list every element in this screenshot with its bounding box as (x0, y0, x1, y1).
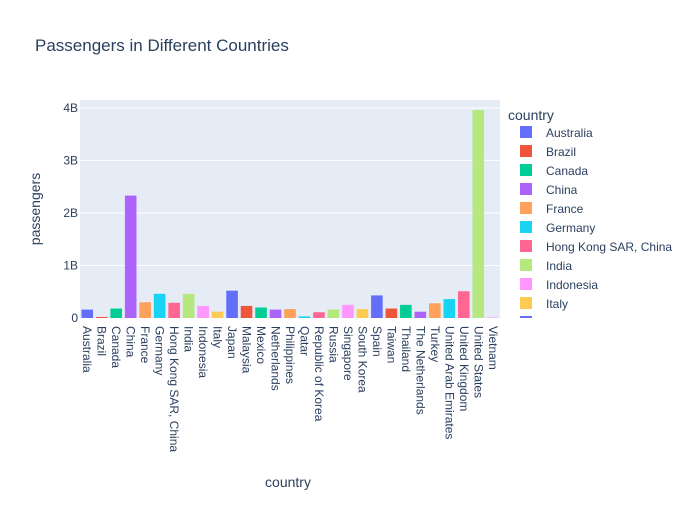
legend-swatch[interactable] (520, 164, 532, 176)
x-tick-label: Indonesia (196, 326, 210, 378)
bar[interactable] (385, 308, 398, 318)
legend-item-label[interactable]: Hong Kong SAR, China (546, 240, 672, 254)
bar[interactable] (139, 302, 151, 318)
x-tick-label: Turkey (428, 326, 442, 362)
x-tick-label: Japan (225, 326, 239, 359)
x-tick-label: Canada (109, 326, 123, 368)
legend-item-label[interactable]: Brazil (546, 145, 576, 159)
plot-area (80, 100, 500, 318)
x-tick-label: China (124, 326, 138, 358)
x-tick-label: United Kingdom (457, 326, 471, 411)
legend-item-label[interactable]: China (546, 183, 578, 197)
bar[interactable] (168, 302, 180, 318)
bars (81, 109, 499, 319)
bar[interactable] (313, 312, 325, 318)
bar[interactable] (298, 316, 311, 318)
x-tick-label: United States (471, 326, 485, 398)
bar[interactable] (472, 109, 485, 319)
x-tick-label: South Korea (355, 326, 369, 393)
x-tick-label: Malaysia (240, 326, 254, 374)
legend-swatch[interactable] (520, 221, 532, 233)
y-tick-label: 4B (63, 101, 78, 115)
gridlines (80, 107, 500, 266)
y-axis-ticks: 0 1B 2B 3B 4B (63, 101, 78, 325)
x-tick-label: Netherlands (269, 326, 283, 391)
bar[interactable] (269, 309, 282, 318)
x-tick-label: Singapore (341, 326, 355, 381)
bar[interactable] (356, 309, 369, 318)
legend-swatch[interactable] (520, 278, 532, 290)
x-tick-label: The Netherlands (413, 326, 427, 415)
legend-swatch[interactable] (520, 202, 532, 214)
bar[interactable] (458, 291, 470, 318)
x-tick-label: United Arab Emirates (442, 326, 456, 439)
legend-item-label[interactable]: Indonesia (546, 278, 598, 292)
legend-swatch[interactable] (520, 316, 532, 318)
y-tick-label: 0 (71, 311, 78, 325)
bar[interactable] (124, 195, 137, 318)
x-tick-label: Vietnam (486, 326, 500, 370)
legend-item-label[interactable]: Australia (546, 126, 593, 140)
x-tick-label: Brazil (95, 326, 109, 356)
bar[interactable] (226, 290, 238, 318)
bar[interactable] (255, 307, 267, 318)
x-tick-label: Thailand (399, 326, 413, 372)
legend-swatch[interactable] (520, 240, 532, 252)
bar[interactable] (342, 304, 354, 318)
x-tick-label: Republic of Korea (312, 326, 326, 422)
bar[interactable] (153, 293, 166, 318)
x-tick-label: Italy (211, 326, 225, 348)
chart-title: Passengers in Different Countries (35, 36, 289, 55)
x-tick-label: India (182, 326, 196, 352)
bar[interactable] (182, 293, 195, 318)
legend-item-label[interactable]: Italy (546, 297, 568, 311)
bar[interactable] (110, 308, 122, 318)
bar[interactable] (429, 303, 441, 318)
legend-swatch[interactable] (520, 259, 532, 271)
bar[interactable] (371, 295, 383, 318)
legend-swatch[interactable] (520, 183, 532, 195)
x-tick-label: Hong Kong SAR, China (167, 326, 181, 452)
legend-swatch[interactable] (520, 297, 532, 309)
bar[interactable] (197, 305, 209, 318)
bar[interactable] (284, 309, 296, 318)
bar[interactable] (95, 316, 108, 318)
bar[interactable] (240, 305, 253, 318)
x-tick-label: Russia (326, 326, 340, 363)
bar[interactable] (414, 311, 427, 318)
x-axis-title: country (265, 474, 311, 490)
x-tick-label: Germany (153, 326, 167, 375)
bar[interactable] (486, 317, 499, 318)
legend-item-label[interactable]: France (546, 202, 584, 216)
bar[interactable] (211, 311, 224, 318)
y-tick-label: 2B (63, 206, 78, 220)
x-tick-label: France (138, 326, 152, 364)
legend-item-label[interactable]: Canada (546, 164, 588, 178)
x-tick-label: Philippines (283, 326, 297, 384)
bar[interactable] (81, 309, 94, 318)
legend[interactable]: country Australia Brazil Canada China France… (508, 107, 672, 318)
legend-swatch[interactable] (520, 145, 532, 157)
bar[interactable] (327, 309, 340, 318)
legend-title: country (508, 107, 554, 123)
y-axis-title: passengers (27, 173, 43, 245)
bar[interactable] (443, 299, 456, 318)
x-tick-label: Qatar (297, 326, 311, 356)
x-tick-label: Spain (370, 326, 384, 357)
y-tick-label: 1B (63, 258, 78, 272)
x-axis-ticks: Australia Brazil Canada China France Germany H… (80, 326, 500, 452)
legend-item-label[interactable]: India (546, 259, 572, 273)
legend-swatch[interactable] (520, 126, 532, 138)
x-tick-label: Australia (80, 326, 94, 373)
x-tick-label: Taiwan (384, 326, 398, 363)
x-tick-label: Mexico (254, 326, 268, 364)
legend-item-label[interactable]: Germany (546, 221, 595, 235)
y-tick-label: 3B (63, 153, 78, 167)
bar[interactable] (400, 304, 412, 318)
